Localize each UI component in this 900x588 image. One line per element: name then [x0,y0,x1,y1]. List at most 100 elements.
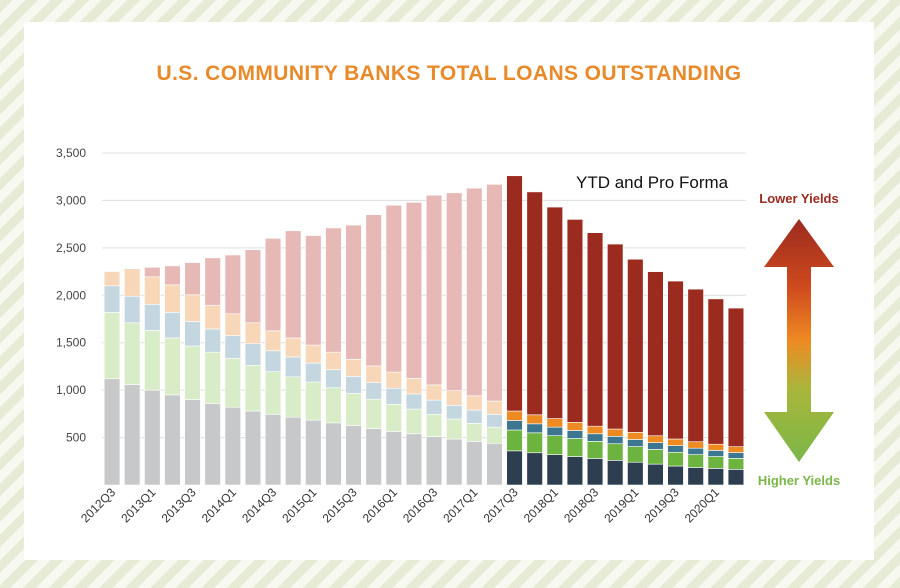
bar-segment [285,376,302,418]
bar-segment [566,438,584,457]
bar-segment [566,430,584,439]
chart-card: U.S. COMMUNITY BANKS TOTAL LOANS OUTSTAN… [24,22,874,560]
bar-segment [264,414,282,486]
bar-segment [607,460,624,486]
bar-segment [707,456,724,469]
bar-segment [305,381,322,421]
bar-segment [184,294,201,322]
bar-segment [607,243,624,430]
bar-segment [627,432,644,440]
bar-segment [164,394,181,486]
bar-segment [405,433,423,486]
yield-arrow-icon [764,219,834,462]
bar-segment [204,328,221,353]
bar-segment [103,285,121,313]
bar-segment [727,452,745,459]
bar-segment [627,446,644,463]
bar-segment [647,449,664,465]
bar-segment [164,312,181,339]
bar-segment [345,376,362,394]
x-tick-label: 2017Q3 [481,485,521,525]
bar-segment [124,384,141,486]
bar-segment [244,322,262,344]
bar-segment [325,387,342,424]
bar-segment [647,271,664,437]
bar-segment [365,214,382,367]
bar-segment [446,405,463,420]
x-tick-label: 2020Q1 [682,485,722,525]
bar-segment [607,443,624,461]
chart-plot: 500 1,000 1,500 2,000 2,500 3,000 3,500 2012Q3… [56,146,840,525]
bar-segment [466,395,483,411]
bar-segment [446,390,463,406]
bar-segment [144,303,161,331]
bar-segment [305,362,322,383]
y-tick-label: 1,000 [56,383,86,397]
bar-segment [486,426,503,444]
bar-segment [325,351,342,371]
lower-yields-label: Lower Yields [759,191,838,206]
bar-segment [405,393,423,410]
bar-segment [103,312,121,380]
bar-segment [566,219,584,423]
bar-segment [607,428,624,437]
bar-segment [546,206,563,419]
bar-segment [707,443,724,451]
bar-segment [345,425,362,486]
bar-segment [124,322,141,385]
bar-segment [425,384,443,401]
bar-segment [707,450,724,457]
bar-segment [466,409,483,424]
bar-segment [365,428,382,486]
bar-segment [667,465,684,486]
x-tick-label: 2018Q1 [521,485,561,525]
bar-segment [546,454,563,486]
x-tick-label: 2017Q1 [440,485,480,525]
bar-segment [526,423,543,434]
bar-segment [586,458,604,486]
bar-segment [224,313,241,336]
bar-segment [647,463,664,486]
bar-segment [687,447,704,455]
bar-segment [345,393,362,427]
bar-segment [325,369,342,389]
bar-segment [264,238,282,332]
bar-segment [486,184,503,402]
bar-segment [506,175,523,412]
bar-segment [124,268,141,297]
bar-segment [184,262,201,296]
bar-segment [687,467,704,486]
x-tick-label: 2012Q3 [78,485,118,525]
bar-segment [727,307,745,447]
bar-segment [103,378,121,486]
bar-segment [446,192,463,391]
chart-title: U.S. COMMUNITY BANKS TOTAL LOANS OUTSTAN… [156,62,742,85]
y-axis-ticks: 500 1,000 1,500 2,000 2,500 3,000 3,500 [56,146,86,445]
x-tick-label: 2015Q3 [320,485,360,525]
bar-segment [385,371,402,389]
x-tick-label: 2018Q3 [561,485,601,525]
bar-segment [244,343,262,366]
bar-segment [486,442,503,486]
bar-segment [506,450,523,486]
bar-segment [365,382,382,400]
bar-segment [727,458,745,470]
bar-segment [345,224,362,360]
x-tick-label: 2013Q1 [118,485,158,525]
y-tick-label: 1,500 [56,336,86,350]
bar-segment [687,454,704,468]
bar-segment [546,418,563,428]
bar-segment [486,414,503,428]
bar-segment [285,356,302,378]
x-tick-label: 2014Q1 [199,485,239,525]
bar-segment [566,456,584,486]
bar-segment [526,414,543,425]
bar-segment [687,441,704,449]
bar-segment [144,267,161,278]
bar-segment [647,435,664,443]
bar-segment [305,344,322,364]
bar-segment [184,399,201,486]
bar-segment [144,330,161,391]
x-tick-label: 2019Q1 [601,485,641,525]
bar-segment [164,265,181,286]
